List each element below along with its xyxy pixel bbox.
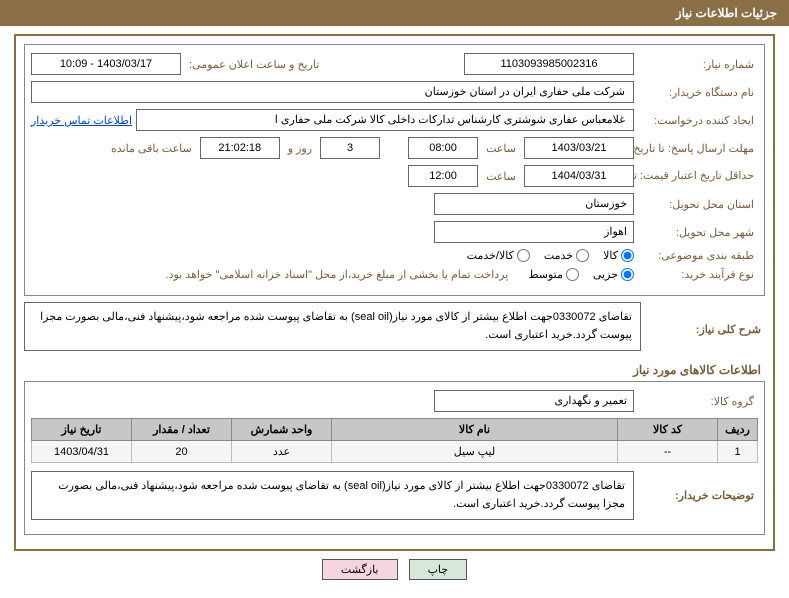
- goods-table: ردیف کد کالا نام کالا واحد شمارش تعداد /…: [31, 418, 758, 463]
- days-remaining-field: 3: [320, 137, 380, 159]
- delivery-province-field: خوزستان: [434, 193, 634, 215]
- group-label: گروه کالا:: [638, 395, 758, 408]
- purchase-type-radio-group: جزیی متوسط: [528, 268, 634, 281]
- buyer-contact-link[interactable]: اطلاعات تماس خریدار: [31, 114, 132, 127]
- time-label-1: ساعت: [482, 142, 520, 155]
- table-header-row: ردیف کد کالا نام کالا واحد شمارش تعداد /…: [32, 419, 758, 441]
- cat-service-radio[interactable]: خدمت: [544, 249, 589, 262]
- cell-date: 1403/04/31: [32, 441, 132, 463]
- goods-section: گروه کالا: تعمیر و نگهداری ردیف کد کالا …: [24, 381, 765, 535]
- summary-text: تقاضای 0330072جهت اطلاع بیشتر از کالای م…: [24, 302, 641, 351]
- pt-medium-radio[interactable]: متوسط: [528, 268, 579, 281]
- delivery-province-label: استان محل تحویل:: [638, 198, 758, 211]
- delivery-city-field: اهواز: [434, 221, 634, 243]
- cell-code: --: [618, 441, 718, 463]
- table-row: 1 -- لیپ سیل عدد 20 1403/04/31: [32, 441, 758, 463]
- validity-label: حداقل تاریخ اعتبار قیمت: تا تاریخ:: [638, 169, 758, 183]
- category-label: طبقه بندی موضوعی:: [638, 249, 758, 262]
- buttons-row: چاپ بازگشت: [0, 559, 789, 580]
- need-number-label: شماره نیاز:: [638, 58, 758, 71]
- main-frame: شماره نیاز: 1103093985002316 تاریخ و ساع…: [14, 34, 775, 551]
- category-radio-group: کالا خدمت کالا/خدمت: [467, 249, 634, 262]
- cell-qty: 20: [132, 441, 232, 463]
- th-date: تاریخ نیاز: [32, 419, 132, 441]
- buyer-notes-text: تقاضای 0330072جهت اطلاع بیشتر از کالای م…: [31, 471, 634, 520]
- deadline-time-field: 08:00: [408, 137, 478, 159]
- buyer-notes-label: توضیحات خریدار:: [638, 489, 758, 502]
- announce-field: 1403/03/17 - 10:09: [31, 53, 181, 75]
- th-qty: تعداد / مقدار: [132, 419, 232, 441]
- validity-date-field: 1404/03/31: [524, 165, 634, 187]
- page-header: جزئیات اطلاعات نیاز: [0, 0, 789, 26]
- summary-label: شرح کلی نیاز:: [645, 323, 765, 336]
- cell-row: 1: [718, 441, 758, 463]
- pt-minor-radio[interactable]: جزیی: [593, 268, 634, 281]
- cat-goods-radio[interactable]: کالا: [603, 249, 634, 262]
- goods-section-title: اطلاعات کالاهای مورد نیاز: [28, 363, 761, 377]
- hours-remaining-field: 21:02:18: [200, 137, 280, 159]
- payment-note: پرداخت تمام یا بخشی از مبلغ خرید،از محل …: [166, 268, 509, 281]
- deadline-label: مهلت ارسال پاسخ: تا تاریخ:: [638, 142, 758, 155]
- remaining-suffix: ساعت باقی مانده: [107, 142, 196, 155]
- deadline-date-field: 1403/03/21: [524, 137, 634, 159]
- validity-time-field: 12:00: [408, 165, 478, 187]
- th-code: کد کالا: [618, 419, 718, 441]
- purchase-type-label: نوع فرآیند خرید:: [638, 268, 758, 281]
- buyer-org-field: شرکت ملی حفاری ایران در استان خوزستان: [31, 81, 634, 103]
- buyer-org-label: نام دستگاه خریدار:: [638, 86, 758, 99]
- cat-goods-service-radio[interactable]: کالا/خدمت: [467, 249, 530, 262]
- days-word: روز و: [284, 142, 316, 155]
- time-label-2: ساعت: [482, 170, 520, 183]
- need-number-field: 1103093985002316: [464, 53, 634, 75]
- th-unit: واحد شمارش: [232, 419, 332, 441]
- print-button[interactable]: چاپ: [409, 559, 468, 580]
- form-section: شماره نیاز: 1103093985002316 تاریخ و ساع…: [24, 44, 765, 296]
- announce-label: تاریخ و ساعت اعلان عمومی:: [185, 58, 323, 71]
- page-title: جزئیات اطلاعات نیاز: [676, 6, 777, 20]
- th-name: نام کالا: [332, 419, 618, 441]
- group-field: تعمیر و نگهداری: [434, 390, 634, 412]
- requester-label: ایجاد کننده درخواست:: [638, 114, 758, 127]
- delivery-city-label: شهر محل تحویل:: [638, 226, 758, 239]
- cell-unit: عدد: [232, 441, 332, 463]
- requester-field: غلامعباس عفاری شوشتری کارشناس تدارکات دا…: [136, 109, 634, 131]
- th-row: ردیف: [718, 419, 758, 441]
- back-button[interactable]: بازگشت: [322, 559, 398, 580]
- cell-name: لیپ سیل: [332, 441, 618, 463]
